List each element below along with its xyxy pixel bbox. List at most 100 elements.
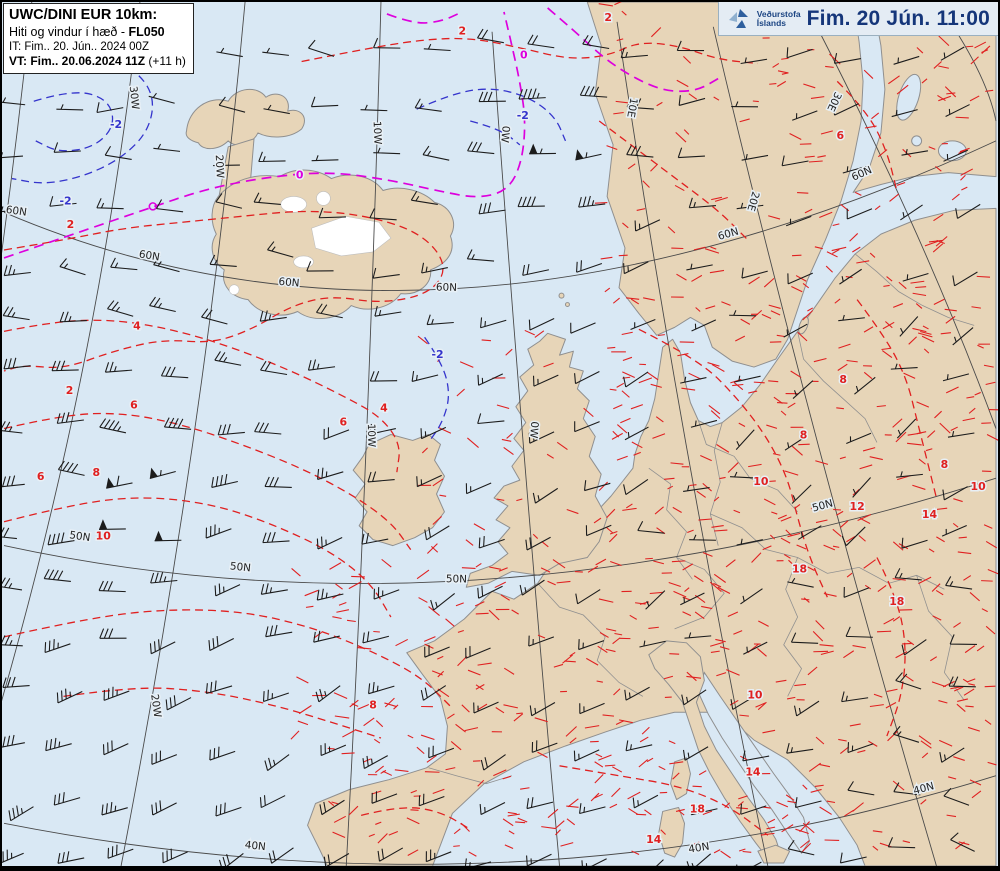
wind-barb xyxy=(846,208,873,220)
wind-barb xyxy=(680,592,705,606)
wind-barb xyxy=(528,318,555,331)
wind-barb xyxy=(410,190,438,205)
barb-shaft xyxy=(847,742,874,754)
wind-barb xyxy=(149,296,176,313)
isotherm-dash xyxy=(686,675,702,679)
wind-barb xyxy=(639,640,666,648)
isotherm-dash xyxy=(704,248,720,254)
isotherm-dash xyxy=(692,841,700,845)
wind-barb xyxy=(945,104,970,117)
isotherm-dash xyxy=(910,280,925,284)
barb-shaft xyxy=(323,427,350,440)
product-subtitle: Hiti og vindur í hæð - FL050 xyxy=(9,25,186,40)
isotherm-dash xyxy=(946,814,957,818)
wind-barb xyxy=(473,701,499,714)
isotherm-dash xyxy=(658,765,666,771)
barb-shaft xyxy=(215,802,242,817)
isotherm-dash xyxy=(885,321,893,329)
isotherm-dash xyxy=(763,277,775,288)
isotherm-dash xyxy=(654,506,664,515)
isotherm-dash xyxy=(852,645,866,649)
wind-barb xyxy=(106,475,133,489)
barb-shaft xyxy=(784,435,808,451)
isotherm-dash xyxy=(474,601,485,607)
barb-shaft xyxy=(624,426,649,441)
isotherm-dash xyxy=(769,534,776,540)
isotherm-dash xyxy=(804,155,815,158)
isotherm-dash xyxy=(946,92,956,95)
barb-shaft xyxy=(786,47,813,59)
wind-barb xyxy=(420,685,447,701)
wind-barb xyxy=(96,102,124,114)
isotherm-dash xyxy=(652,433,666,439)
barb-shaft xyxy=(690,419,718,428)
wind-barb xyxy=(519,579,545,596)
barb-pennant xyxy=(529,143,538,154)
isotherm-dash xyxy=(883,617,895,625)
isotherm-dash xyxy=(566,508,579,515)
isotherm-dash xyxy=(407,849,419,856)
barb-shaft xyxy=(424,525,450,541)
barb-shaft xyxy=(153,143,181,152)
wind-barb xyxy=(369,371,398,382)
wind-barb xyxy=(57,460,85,476)
isotherm-dash xyxy=(621,331,633,336)
wind-barb xyxy=(56,688,83,704)
land-shetland-2 xyxy=(564,302,570,308)
barb-shaft xyxy=(478,91,506,103)
isotherm-dash xyxy=(802,310,814,321)
wind-barb xyxy=(623,261,649,275)
isotherm-dash xyxy=(918,735,932,745)
isotherm-dash xyxy=(616,424,628,434)
barb-shaft xyxy=(526,797,554,810)
isotherm-dash xyxy=(627,163,636,170)
isotherm-dash xyxy=(476,703,488,711)
barb-shaft xyxy=(368,682,395,695)
barb-shaft xyxy=(893,782,921,796)
wind-barb xyxy=(785,215,812,227)
isotherm-dash xyxy=(785,794,795,801)
isotherm-dash xyxy=(612,766,623,773)
wind-barb xyxy=(895,672,922,690)
isotherm-value-label: 14 xyxy=(922,508,938,521)
wind-barb xyxy=(420,426,447,440)
isotherm-dash xyxy=(455,602,464,607)
isotherm-dash xyxy=(562,654,573,664)
barb-shaft xyxy=(254,422,282,435)
wind-barb xyxy=(98,580,126,593)
barb-shaft xyxy=(59,258,86,276)
isotherm-dash xyxy=(457,629,464,633)
barb-shaft xyxy=(680,376,707,384)
isotherm-dash xyxy=(599,632,609,638)
barb-shaft xyxy=(634,219,661,232)
wind-barb xyxy=(362,631,390,644)
isotherm-dash xyxy=(733,630,743,635)
barb-shaft xyxy=(787,577,814,588)
wind-barb xyxy=(307,359,336,371)
isotherm-dash xyxy=(420,734,435,741)
barb-shaft xyxy=(731,101,759,108)
wind-barb xyxy=(154,530,182,542)
barb-shaft xyxy=(149,639,176,655)
barb-shaft xyxy=(949,634,977,645)
isotherm-dash xyxy=(547,808,559,819)
isotherm-dash xyxy=(771,511,778,515)
isotherm-dash xyxy=(500,594,510,601)
isotherm-dash xyxy=(586,657,599,666)
isotherm-dash xyxy=(893,303,904,308)
barb-shaft xyxy=(895,672,922,690)
isotherm-dash xyxy=(857,749,866,754)
isotherm-dash xyxy=(496,404,510,410)
isotherm-dash xyxy=(554,820,565,830)
isotherm-dash xyxy=(475,562,482,568)
barb-shaft xyxy=(430,592,456,611)
isotherm-dash xyxy=(622,356,633,362)
isotherm-value-label: -2 xyxy=(110,118,122,131)
wind-barb xyxy=(676,40,705,52)
isotherm-dash xyxy=(511,609,519,615)
isotherm-dash xyxy=(560,842,574,847)
isotherm-dash xyxy=(475,683,485,690)
barb-shaft xyxy=(211,473,238,488)
barb-shaft xyxy=(465,482,492,495)
